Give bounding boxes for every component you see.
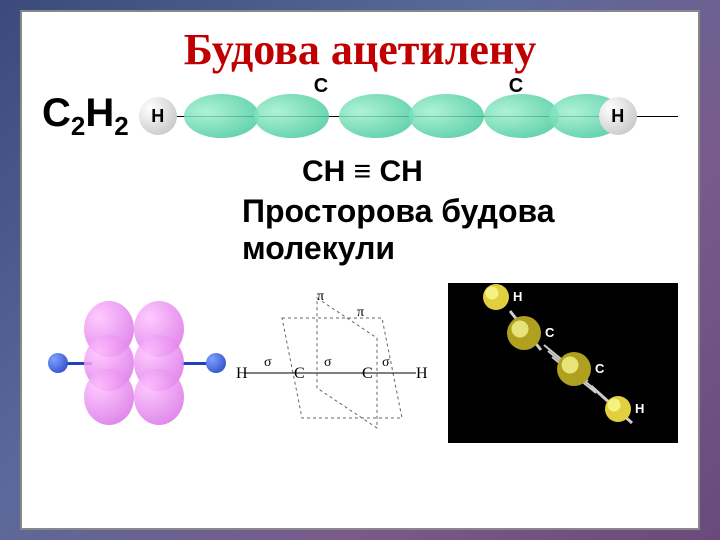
sigma-pi-svg: H C C Hσ σ σ π π bbox=[222, 288, 442, 438]
subtitle: Просторова будова молекули bbox=[42, 193, 678, 267]
orbital-lobe bbox=[254, 94, 329, 138]
svg-text:C: C bbox=[545, 325, 555, 340]
sigma-pi-diagram: H C C Hσ σ σ π π bbox=[222, 288, 442, 438]
pi-lobe bbox=[84, 369, 134, 425]
pi-lobe bbox=[134, 369, 184, 425]
svg-text:H: H bbox=[236, 365, 248, 382]
orbital-atom-h: H bbox=[599, 97, 637, 135]
svg-text:C: C bbox=[294, 365, 305, 382]
orbital-diagram: HCCH bbox=[139, 81, 678, 151]
subtitle-line: Просторова будова bbox=[242, 193, 555, 229]
svg-text:H: H bbox=[513, 289, 522, 304]
ball-stick-svg: H C C H bbox=[448, 283, 678, 443]
svg-text:σ: σ bbox=[324, 355, 332, 370]
svg-text:π: π bbox=[357, 305, 364, 320]
orbital-atom-h: H bbox=[139, 97, 177, 135]
formula-sub: 2 bbox=[114, 111, 128, 141]
orbital-lobe bbox=[184, 94, 259, 138]
formula-part: H bbox=[85, 91, 114, 135]
orbital-atom-label: C bbox=[314, 75, 328, 98]
formula-row: C2H2 HCCH bbox=[42, 81, 678, 151]
slide-title: Будова ацетилену bbox=[42, 24, 678, 75]
ball-stick-model: H C C H bbox=[448, 283, 678, 443]
molecular-formula: C2H2 bbox=[42, 91, 129, 142]
slide-content: Будова ацетилену C2H2 HCCH CH ≡ CH Прост… bbox=[20, 10, 700, 530]
svg-text:σ: σ bbox=[264, 355, 272, 370]
subtitle-line: молекули bbox=[242, 230, 395, 266]
formula-part: C bbox=[42, 91, 71, 135]
svg-text:π: π bbox=[317, 289, 324, 304]
svg-text:C: C bbox=[362, 365, 373, 382]
orbital-lobe bbox=[484, 94, 559, 138]
svg-text:C: C bbox=[595, 361, 605, 376]
model-3d bbox=[42, 293, 216, 433]
svg-text:σ: σ bbox=[382, 355, 390, 370]
formula-sub: 2 bbox=[71, 111, 85, 141]
orbital-atom-label: C bbox=[509, 75, 523, 98]
hydrogen-ball bbox=[48, 353, 68, 373]
svg-text:H: H bbox=[416, 365, 428, 382]
line-formula: CH ≡ CH bbox=[42, 155, 678, 189]
orbital-lobe bbox=[339, 94, 414, 138]
diagrams-row: H C C Hσ σ σ π π H C C H bbox=[42, 283, 678, 443]
svg-text:H: H bbox=[635, 401, 644, 416]
orbital-lobe bbox=[409, 94, 484, 138]
